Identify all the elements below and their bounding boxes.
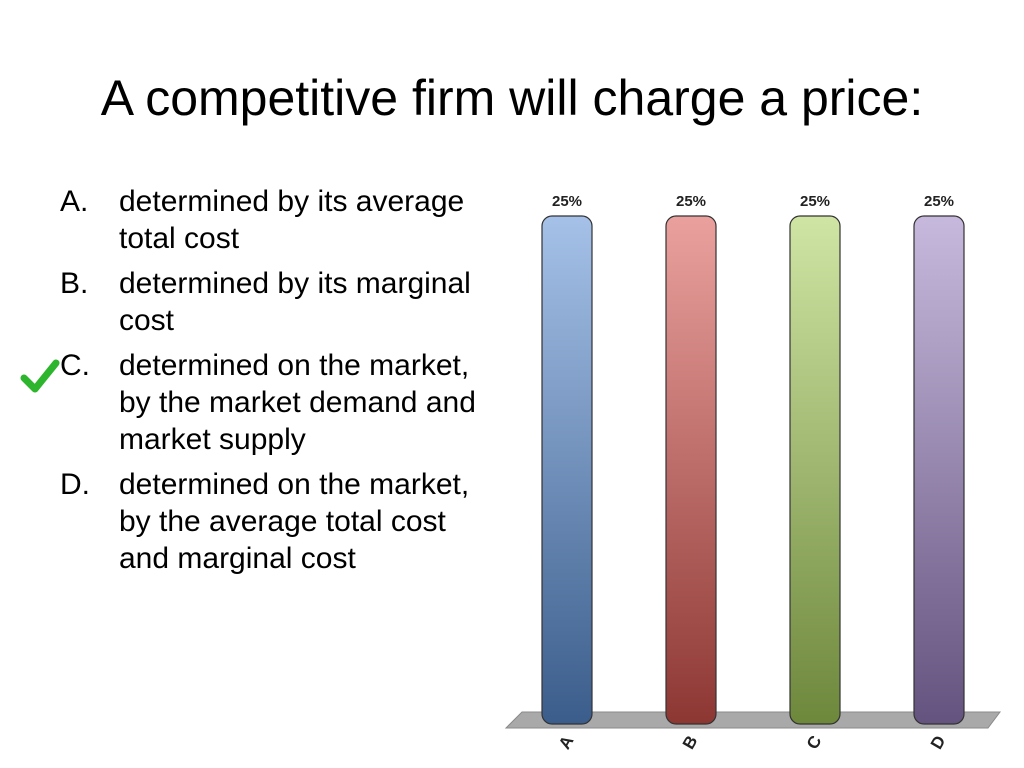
checkmark-icon (20, 359, 60, 393)
data-label: 25% (800, 193, 830, 210)
option-letter: B. (60, 267, 89, 300)
chart-floor (504, 711, 1001, 729)
bar-b (665, 215, 717, 725)
category-label: D (927, 732, 950, 752)
bar-d (913, 215, 965, 725)
option-letter: A. (60, 185, 89, 218)
data-label: 25% (676, 193, 706, 210)
category-label: C (803, 732, 826, 752)
option-text: determined on the market, by the average… (119, 468, 470, 575)
data-label: 25% (552, 193, 582, 210)
option-b: B. determined by its marginal cost (60, 265, 500, 339)
slide-title: A competitive firm will charge a price: (100, 70, 924, 126)
option-a: A. determined by its average total cost (60, 183, 500, 257)
option-text: determined by its marginal cost (119, 267, 471, 337)
option-d: D. determined on the market, by the aver… (60, 466, 500, 577)
answer-options: A. determined by its average total cost … (60, 183, 500, 585)
option-letter: D. (60, 468, 90, 501)
category-label: A (555, 732, 578, 752)
bar-c (789, 215, 841, 725)
data-label: 25% (924, 193, 954, 210)
response-bar-chart: 25% A 25% B 25% C 25% D (504, 193, 1001, 753)
option-c: C. determined on the market, by the mark… (60, 347, 500, 458)
bar-a (541, 215, 593, 725)
option-text: determined on the market, by the market … (119, 349, 476, 456)
option-text: determined by its average total cost (119, 185, 465, 255)
option-letter: C. (60, 349, 90, 382)
category-label: B (679, 732, 702, 752)
